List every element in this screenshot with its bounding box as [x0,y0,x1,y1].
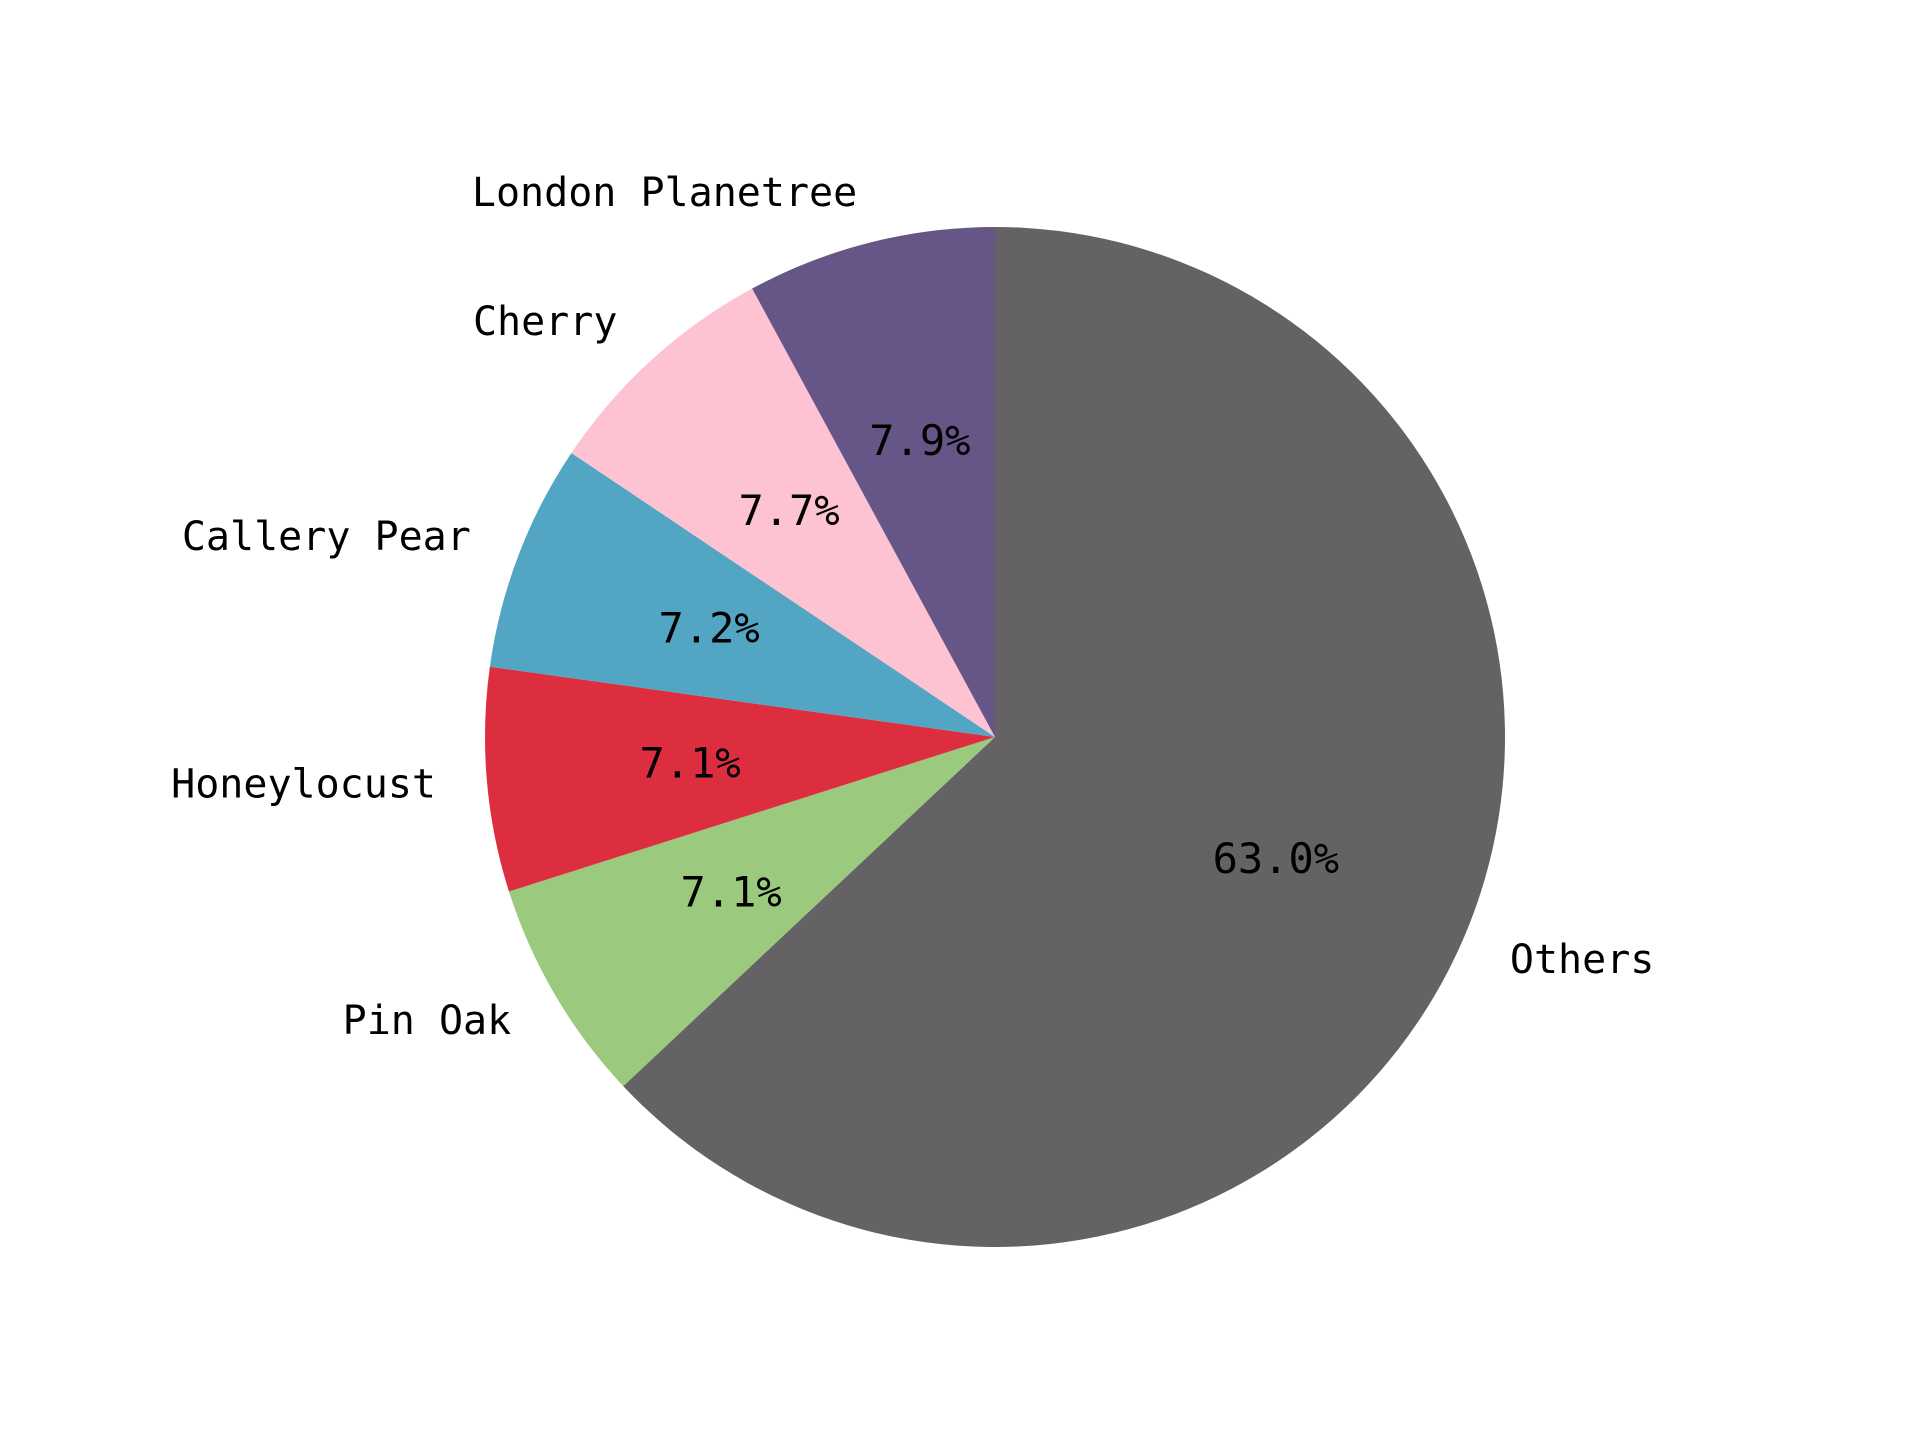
pie-slice-others [623,227,1505,1247]
pct-label-london-planetree: 7.9% [869,416,970,465]
pie-slice-london-planetree [752,227,995,737]
pct-label-honeylocust: 7.1% [640,738,741,787]
pct-label-others: 63.0% [1213,834,1339,883]
category-label-callery-pear: Callery Pear [182,514,471,560]
pct-label-callery-pear: 7.2% [659,603,760,652]
pct-label-pin-oak: 7.1% [681,867,782,916]
category-labels: Others Pin Oak Honeylocust Callery Pear Cher… [171,170,1654,1044]
pie-slice-cherry [571,288,995,737]
pie-slice-callery-pear [489,452,995,737]
category-label-london-planetree: London Planetree [472,170,857,216]
pie-slices [485,227,1505,1247]
category-label-honeylocust: Honeylocust [171,762,436,808]
category-label-cherry: Cherry [473,299,618,345]
pie-slice-pin-oak [508,737,995,1087]
pie-slice-honeylocust [485,666,995,892]
category-label-others: Others [1510,937,1655,983]
percentage-labels: 63.0% 7.1% 7.1% 7.2% 7.7% 7.9% [640,416,1340,917]
category-label-pin-oak: Pin Oak [343,998,512,1044]
pct-label-cherry: 7.7% [738,486,839,535]
